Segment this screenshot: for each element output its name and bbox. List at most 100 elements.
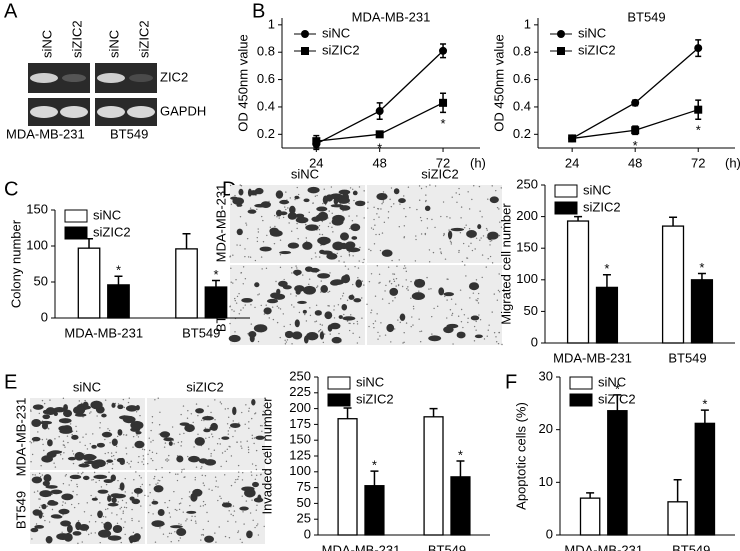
- pore: [343, 313, 345, 316]
- pore: [105, 483, 108, 486]
- pore: [314, 252, 317, 254]
- pore: [44, 519, 46, 522]
- pore: [276, 216, 278, 218]
- pore: [140, 477, 142, 479]
- pore: [381, 202, 383, 205]
- pore: [410, 280, 412, 283]
- pore: [101, 521, 103, 524]
- y-tick-label: 50: [297, 495, 311, 510]
- chart-title: BT549: [627, 9, 665, 24]
- pore: [104, 399, 107, 401]
- pore: [396, 265, 398, 267]
- pore: [219, 495, 221, 498]
- y-tick-label: 0: [304, 526, 311, 541]
- pore: [318, 329, 321, 332]
- pore: [42, 515, 45, 518]
- pore: [343, 261, 345, 263]
- y-tick-label: 0.6: [513, 71, 531, 86]
- cell: [291, 331, 303, 340]
- pore: [351, 220, 354, 222]
- pore: [125, 453, 128, 455]
- x-tick-label: MDA-MB-231: [564, 542, 643, 551]
- cell: [63, 532, 73, 542]
- pore: [402, 342, 404, 344]
- pore: [433, 307, 435, 310]
- pore: [155, 468, 157, 471]
- pore: [64, 475, 67, 477]
- cell: [311, 216, 321, 222]
- pore: [259, 424, 262, 427]
- cell: [204, 535, 214, 543]
- pore: [115, 451, 117, 454]
- pore: [193, 446, 195, 448]
- cell: [333, 197, 339, 205]
- pore: [380, 208, 382, 210]
- pore: [138, 455, 140, 458]
- pore: [486, 335, 488, 337]
- pore: [79, 441, 81, 443]
- pore: [403, 207, 405, 210]
- pore: [372, 322, 375, 325]
- pore: [155, 483, 157, 485]
- cell: [330, 204, 344, 208]
- x-tick-label: 72: [436, 155, 450, 170]
- legend-marker: [557, 30, 565, 38]
- pore: [473, 325, 476, 328]
- pore: [488, 324, 490, 326]
- pore: [90, 411, 92, 413]
- pore: [374, 295, 377, 297]
- cell: [133, 487, 143, 494]
- point: [631, 98, 640, 107]
- error-bar: [669, 216, 678, 227]
- pore: [442, 234, 445, 237]
- pore: [229, 427, 231, 429]
- pore: [224, 535, 227, 538]
- pore: [340, 255, 342, 258]
- pore: [262, 410, 265, 413]
- pore: [128, 397, 130, 399]
- pore: [246, 440, 248, 442]
- pore: [450, 298, 453, 300]
- pore: [67, 441, 69, 444]
- point: [439, 46, 448, 55]
- pore: [387, 211, 390, 213]
- pore: [393, 203, 395, 205]
- y-axis-label: Apoptotic cells (%): [513, 402, 528, 510]
- cell: [52, 515, 63, 519]
- pore: [99, 502, 101, 504]
- pore: [210, 453, 212, 455]
- cell: [338, 189, 351, 195]
- legend-swatch: [64, 226, 88, 240]
- x-tick-label: 48: [372, 155, 386, 170]
- pore: [210, 411, 212, 414]
- pore: [304, 313, 306, 316]
- pore: [86, 448, 89, 450]
- pore: [382, 191, 385, 193]
- protein-label: ZIC2: [160, 69, 188, 84]
- pore: [96, 415, 98, 417]
- pore: [234, 194, 236, 197]
- pore: [214, 532, 216, 534]
- pore: [151, 421, 154, 424]
- pore: [483, 338, 486, 340]
- pore: [428, 288, 430, 290]
- micrograph: [229, 184, 366, 264]
- pore: [398, 225, 400, 228]
- pore: [352, 188, 354, 190]
- pore: [169, 516, 172, 518]
- pore: [392, 300, 394, 302]
- cell: [428, 335, 442, 342]
- pore: [348, 202, 350, 205]
- pore: [254, 412, 257, 414]
- pore: [244, 304, 246, 306]
- pore: [459, 289, 462, 291]
- pore: [93, 471, 96, 474]
- pore: [95, 496, 97, 498]
- pore: [184, 476, 186, 478]
- cell: [337, 196, 350, 204]
- pore: [279, 266, 282, 269]
- cell: [41, 422, 49, 430]
- cell: [67, 456, 77, 461]
- pore: [479, 210, 481, 212]
- cell: [306, 332, 319, 341]
